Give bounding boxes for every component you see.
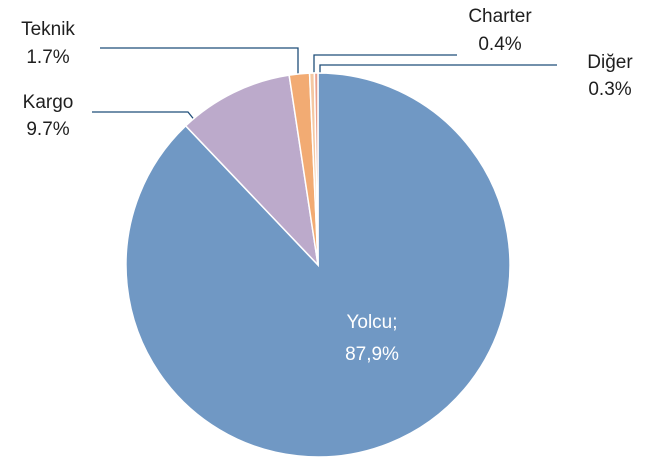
- leader-line: [92, 111, 197, 123]
- slice-value-label: 1.7%: [26, 47, 69, 68]
- slice-label: Charter: [468, 6, 532, 27]
- pie-slice: [313, 72, 319, 266]
- slice-label: Teknik: [21, 19, 75, 40]
- slice-value-label: 87,9%: [345, 344, 399, 365]
- slice-label: Diğer: [587, 52, 633, 73]
- leader-line: [313, 54, 457, 74]
- slice-value-label: 0.4%: [478, 34, 521, 55]
- leader-line: [319, 64, 557, 74]
- slice-label: Kargo: [23, 92, 74, 113]
- slice-value-label: 9.7%: [26, 119, 69, 140]
- slice-label: Yolcu;: [346, 312, 397, 333]
- leader-line: [100, 47, 299, 76]
- slice-value-label: 0.3%: [588, 79, 631, 100]
- pie-slice: [184, 74, 320, 268]
- leader-lines: [92, 47, 557, 123]
